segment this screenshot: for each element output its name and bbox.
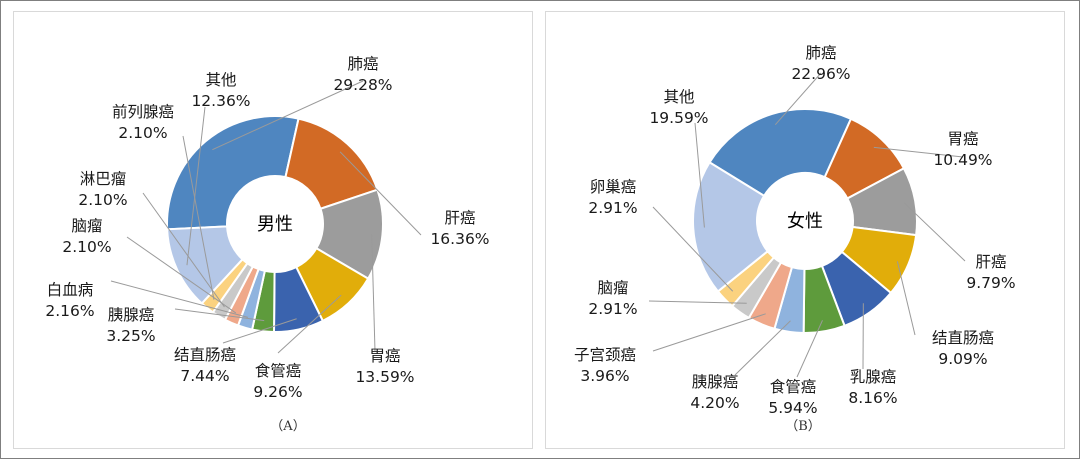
caption-male: （A）	[270, 419, 306, 434]
slice-name-前列腺癌: 前列腺癌	[112, 103, 174, 121]
panel-female-border	[545, 11, 1065, 449]
slice-name-结直肠癌: 结直肠癌	[174, 346, 236, 364]
slice-labels: 肺癌 22.96% 胃癌 10.49% 肝癌 9.79% 结直肠癌 9.09% 乳腺癌 8.16%…	[574, 44, 1016, 417]
leader-line-胰腺癌	[174, 308, 265, 322]
leader-lines	[648, 72, 966, 378]
donut-slices	[692, 108, 918, 335]
slice-name-乳腺癌: 乳腺癌	[850, 368, 897, 386]
leader-line-前列腺癌	[182, 135, 215, 300]
leader-line-脑瘤	[648, 300, 747, 304]
panel-male: 肺癌 29.28% 肝癌 16.36% 胃癌 13.59% 食管癌 9.26% 结直肠癌 7.44…	[13, 11, 533, 456]
leader-line-肝癌	[339, 151, 422, 236]
slice-name-胰腺癌: 胰腺癌	[692, 373, 739, 391]
leader-line-结直肠癌	[896, 261, 916, 336]
donut-chart-female: 肺癌 22.96% 胃癌 10.49% 肝癌 9.79% 结直肠癌 9.09% 乳腺癌 8.16%…	[574, 44, 1016, 417]
slice-其他	[692, 161, 770, 293]
leader-lines	[110, 80, 422, 354]
leader-line-脑瘤	[126, 236, 237, 314]
slice-name-淋巴瘤: 淋巴瘤	[80, 170, 127, 188]
leader-line-胰腺癌	[734, 320, 791, 376]
slice-name-肺癌: 肺癌	[805, 44, 836, 62]
slice-name-胃癌: 胃癌	[369, 347, 400, 365]
slice-value-淋巴瘤: 2.10%	[78, 191, 127, 209]
leader-line-卵巢癌	[652, 206, 734, 292]
slice-value-结直肠癌: 9.09%	[938, 350, 987, 368]
leader-line-胃癌	[873, 146, 964, 158]
slice-value-脑瘤: 2.10%	[62, 238, 111, 256]
slice-value-胰腺癌: 3.25%	[106, 327, 155, 345]
slice-name-其他: 其他	[663, 88, 694, 106]
leader-line-食管癌	[277, 294, 342, 354]
donut-chart-male: 肺癌 29.28% 肝癌 16.36% 胃癌 13.59% 食管癌 9.26% 结直肠癌 7.44…	[45, 55, 489, 401]
leader-line-食管癌	[796, 320, 823, 378]
slice-肺癌	[708, 108, 853, 198]
leader-line-子宫颈癌	[652, 313, 766, 352]
slice-肺癌	[166, 115, 300, 231]
slice-value-食管癌: 5.94%	[768, 399, 817, 417]
slice-value-卵巢癌: 2.91%	[588, 199, 637, 217]
slice-value-脑瘤: 2.91%	[588, 300, 637, 318]
slice-name-食管癌: 食管癌	[770, 378, 817, 396]
slice-name-脑瘤: 脑瘤	[71, 217, 102, 235]
slice-value-肝癌: 9.79%	[966, 274, 1015, 292]
slice-name-卵巢癌: 卵巢癌	[590, 178, 637, 196]
center-label: 女性	[787, 211, 823, 232]
slice-value-其他: 12.36%	[191, 92, 250, 110]
slice-value-白血病: 2.16%	[45, 302, 94, 320]
caption-female: （B）	[785, 419, 821, 434]
slice-value-乳腺癌: 8.16%	[848, 389, 897, 407]
leader-line-淋巴瘤	[142, 192, 225, 308]
slice-value-子宫颈癌: 3.96%	[580, 367, 629, 385]
slice-name-结直肠癌: 结直肠癌	[932, 329, 994, 347]
slice-value-其他: 19.59%	[649, 109, 708, 127]
panel-male-border	[13, 11, 533, 449]
slice-value-胰腺癌: 4.20%	[690, 394, 739, 412]
slice-value-胃癌: 13.59%	[355, 368, 414, 386]
slice-name-肺癌: 肺癌	[347, 55, 378, 73]
slice-name-食管癌: 食管癌	[255, 362, 302, 380]
leader-line-结直肠癌	[222, 318, 297, 344]
leader-line-肺癌	[774, 72, 822, 125]
center-label: 男性	[257, 214, 293, 235]
slice-name-肝癌: 肝癌	[444, 209, 475, 227]
slice-value-结直肠癌: 7.44%	[180, 367, 229, 385]
leader-line-胃癌	[371, 234, 376, 352]
slice-name-其他: 其他	[205, 71, 236, 89]
leader-line-肝癌	[903, 202, 966, 262]
slice-value-前列腺癌: 2.10%	[118, 124, 167, 142]
leader-line-肺癌	[212, 80, 364, 151]
leader-line-其他	[186, 106, 206, 266]
slice-value-胃癌: 10.49%	[933, 151, 992, 169]
slice-其他	[166, 225, 244, 305]
slice-labels: 肺癌 29.28% 肝癌 16.36% 胃癌 13.59% 食管癌 9.26% 结直肠癌 7.44…	[45, 55, 489, 401]
slice-value-肝癌: 16.36%	[430, 230, 489, 248]
slice-value-肺癌: 29.28%	[333, 76, 392, 94]
slice-name-胰腺癌: 胰腺癌	[108, 306, 155, 324]
slice-name-胃癌: 胃癌	[947, 130, 978, 148]
slice-name-白血病: 白血病	[47, 281, 94, 299]
slice-name-脑瘤: 脑瘤	[597, 279, 628, 297]
slice-name-子宫颈癌: 子宫颈癌	[574, 346, 636, 364]
leader-line-白血病	[110, 280, 249, 318]
panel-female: 肺癌 22.96% 胃癌 10.49% 肝癌 9.79% 结直肠癌 9.09% 乳腺癌 8.16%…	[545, 11, 1065, 456]
slice-value-食管癌: 9.26%	[253, 383, 302, 401]
leader-line-其他	[694, 122, 705, 228]
slice-value-肺癌: 22.96%	[791, 65, 850, 83]
slice-name-肝癌: 肝癌	[975, 253, 1006, 271]
